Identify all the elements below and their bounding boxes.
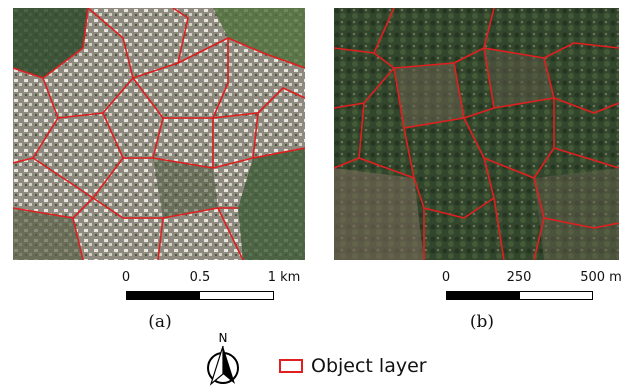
- scale-tick-label: 500 m: [580, 270, 622, 285]
- segmentation-overlay-a: [13, 8, 305, 260]
- scale-bar-segment-light: [200, 292, 273, 299]
- scale-bar-b: [446, 291, 593, 300]
- scale-tick-label: 0: [441, 270, 451, 285]
- scale-tick-label: 0.5: [189, 270, 211, 285]
- scale-bar-segment-dark: [127, 292, 200, 299]
- caption-b: (b): [469, 312, 495, 332]
- scale-bar-a: [126, 291, 274, 300]
- scale-tick-label: 1 km: [267, 270, 301, 285]
- scale-ticks-a: 0 0.5 1 km: [0, 270, 633, 286]
- satellite-image-a: [13, 8, 305, 260]
- scale-bar-segment-dark: [447, 292, 520, 299]
- caption-a: (a): [148, 312, 172, 332]
- north-arrow-label: N: [219, 331, 228, 345]
- scale-bar-segment-light: [519, 292, 592, 299]
- satellite-image-b: [334, 8, 619, 260]
- legend: Object layer: [279, 355, 427, 377]
- north-arrow-icon: N: [203, 330, 243, 388]
- scale-ticks-b: 0 250 500 m: [0, 270, 633, 286]
- segmentation-overlay-b: [334, 8, 619, 260]
- legend-swatch: [279, 359, 303, 373]
- scale-tick-label: 0: [121, 270, 131, 285]
- legend-label: Object layer: [311, 355, 427, 377]
- scale-tick-label: 250: [506, 270, 532, 285]
